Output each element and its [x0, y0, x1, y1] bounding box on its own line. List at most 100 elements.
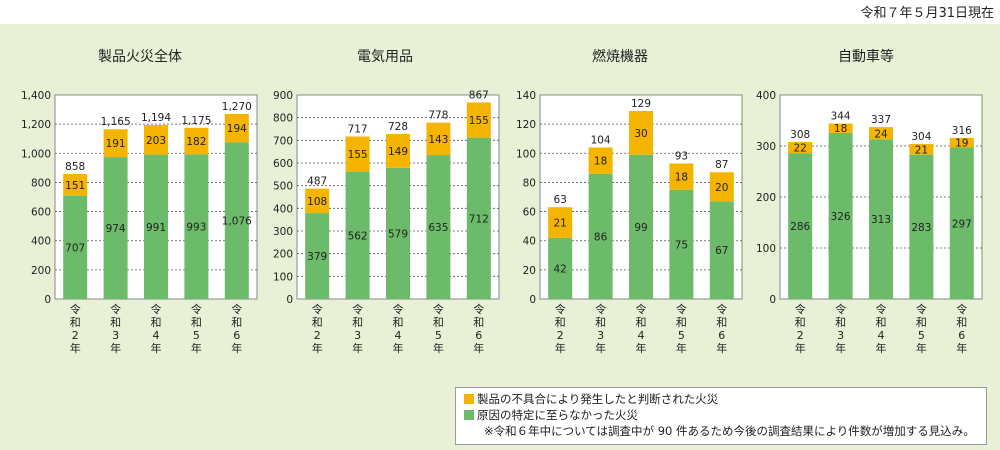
x-tick-label-char: 和 [312, 316, 323, 329]
bar-identified [788, 141, 813, 154]
data-label-total: 487 [307, 176, 327, 188]
x-tick-label-char: 2 [797, 329, 804, 342]
data-label-total: 93 [675, 150, 688, 162]
data-label-identified: 194 [227, 123, 247, 135]
y-tick-label: 900 [273, 90, 293, 102]
bar-identified [103, 129, 128, 158]
y-tick-label: 1,400 [21, 90, 51, 102]
x-tick-label-char: 令 [231, 302, 242, 316]
data-label-unidentified: 297 [952, 218, 972, 230]
y-tick-label: 100 [756, 243, 776, 255]
data-label-total: 337 [871, 114, 891, 126]
x-tick-label-char: 令 [312, 302, 323, 316]
bar-identified [669, 163, 694, 190]
x-tick-label-char: 和 [110, 316, 121, 329]
bar-identified [588, 147, 613, 174]
bar-identified [709, 172, 734, 202]
x-tick-label-char: 6 [475, 329, 482, 342]
data-label-identified: 143 [428, 134, 448, 146]
x-tick-label-char: 年 [716, 341, 727, 355]
x-tick-label-char: 年 [876, 341, 887, 355]
y-tick-label: 0 [44, 294, 51, 306]
bar-identified [184, 127, 209, 155]
y-tick-label: 0 [529, 294, 536, 306]
bar-unidentified [709, 201, 734, 299]
charts-svg: 製品火災全体02004006008001,0001,2001,400707151… [21, 48, 983, 355]
data-label-unidentified: 313 [871, 214, 891, 226]
data-label-identified: 18 [675, 172, 688, 184]
data-label-unidentified: 974 [106, 223, 126, 235]
data-label-unidentified: 712 [469, 213, 489, 225]
x-tick-label-char: 年 [312, 341, 323, 355]
data-label-identified: 108 [307, 196, 327, 208]
x-tick-label-char: 年 [151, 341, 162, 355]
x-tick-label-char: 令 [916, 302, 927, 316]
data-label-total: 316 [952, 125, 972, 137]
x-tick-label-char: 和 [795, 316, 806, 329]
x-tick-label-char: 年 [191, 341, 202, 355]
y-tick-label: 800 [31, 177, 51, 189]
data-label-unidentified: 707 [65, 242, 85, 254]
x-tick-label-char: 令 [835, 302, 846, 316]
legend-swatch-unidentified [464, 410, 474, 420]
x-tick-label-char: 令 [433, 302, 444, 316]
x-tick-label-char: 和 [555, 316, 566, 329]
x-tick-label-char: 2 [557, 329, 564, 342]
bar-unidentified [305, 213, 330, 299]
x-tick-label-char: 年 [352, 341, 363, 355]
data-label-identified: 30 [634, 128, 647, 140]
x-tick-label-char: 3 [837, 329, 844, 342]
bar-identified [144, 125, 168, 155]
x-tick-label-char: 和 [636, 316, 647, 329]
x-tick-label-char: 年 [70, 341, 81, 355]
bar-identified [305, 188, 330, 214]
chart-title: 燃焼機器 [592, 48, 648, 65]
data-label-total: 304 [911, 131, 931, 143]
x-tick-label-char: 令 [876, 302, 887, 316]
data-label-total: 867 [469, 89, 489, 101]
x-tick-label-char: 5 [918, 329, 925, 342]
x-tick-label-char: 年 [795, 341, 806, 355]
x-tick-label-char: 令 [191, 302, 202, 316]
data-label-identified: 182 [186, 136, 206, 148]
data-label-unidentified: 86 [594, 231, 608, 243]
x-tick-label-char: 4 [153, 329, 160, 342]
data-label-total: 778 [428, 110, 448, 122]
y-tick-label: 60 [523, 207, 536, 219]
bar-identified [909, 143, 934, 155]
data-label-total: 129 [631, 98, 651, 110]
x-tick-label-char: 和 [393, 316, 404, 329]
x-tick-label-char: 3 [354, 329, 361, 342]
bar-identified [828, 123, 853, 133]
x-tick-label-char: 令 [393, 302, 404, 316]
data-label-unidentified: 75 [675, 239, 688, 251]
bar-identified [63, 173, 88, 196]
bar-unidentified [909, 154, 934, 299]
x-tick-label-char: 年 [956, 341, 967, 355]
x-tick-label-char: 5 [193, 329, 200, 342]
x-tick-label-char: 和 [595, 316, 606, 329]
y-tick-label: 200 [31, 265, 51, 277]
y-tick-label: 300 [756, 141, 776, 153]
y-tick-label: 40 [523, 236, 536, 248]
x-tick-label-char: 3 [597, 329, 604, 342]
data-label-total: 1,165 [101, 116, 131, 128]
x-tick-label-char: 年 [393, 341, 404, 355]
x-tick-label-char: 年 [595, 341, 606, 355]
x-tick-label-char: 2 [314, 329, 321, 342]
x-tick-label-char: 和 [835, 316, 846, 329]
data-label-unidentified: 67 [715, 245, 728, 257]
x-tick-label-char: 令 [555, 302, 566, 316]
legend: 製品の不具合により発生したと判断された火災 原因の特定に至らなかった火災 ※令和… [455, 387, 987, 445]
data-label-unidentified: 379 [307, 251, 327, 263]
data-label-unidentified: 1,076 [222, 216, 252, 228]
legend-swatch-identified [464, 394, 474, 404]
bar-unidentified [184, 154, 209, 299]
data-label-unidentified: 562 [348, 230, 368, 242]
data-label-identified: 18 [594, 156, 607, 168]
x-tick-label-char: 2 [72, 329, 79, 342]
bar-unidentified [466, 137, 491, 299]
data-label-total: 728 [388, 121, 408, 133]
bar-unidentified [788, 153, 813, 299]
bar-identified [629, 111, 653, 155]
